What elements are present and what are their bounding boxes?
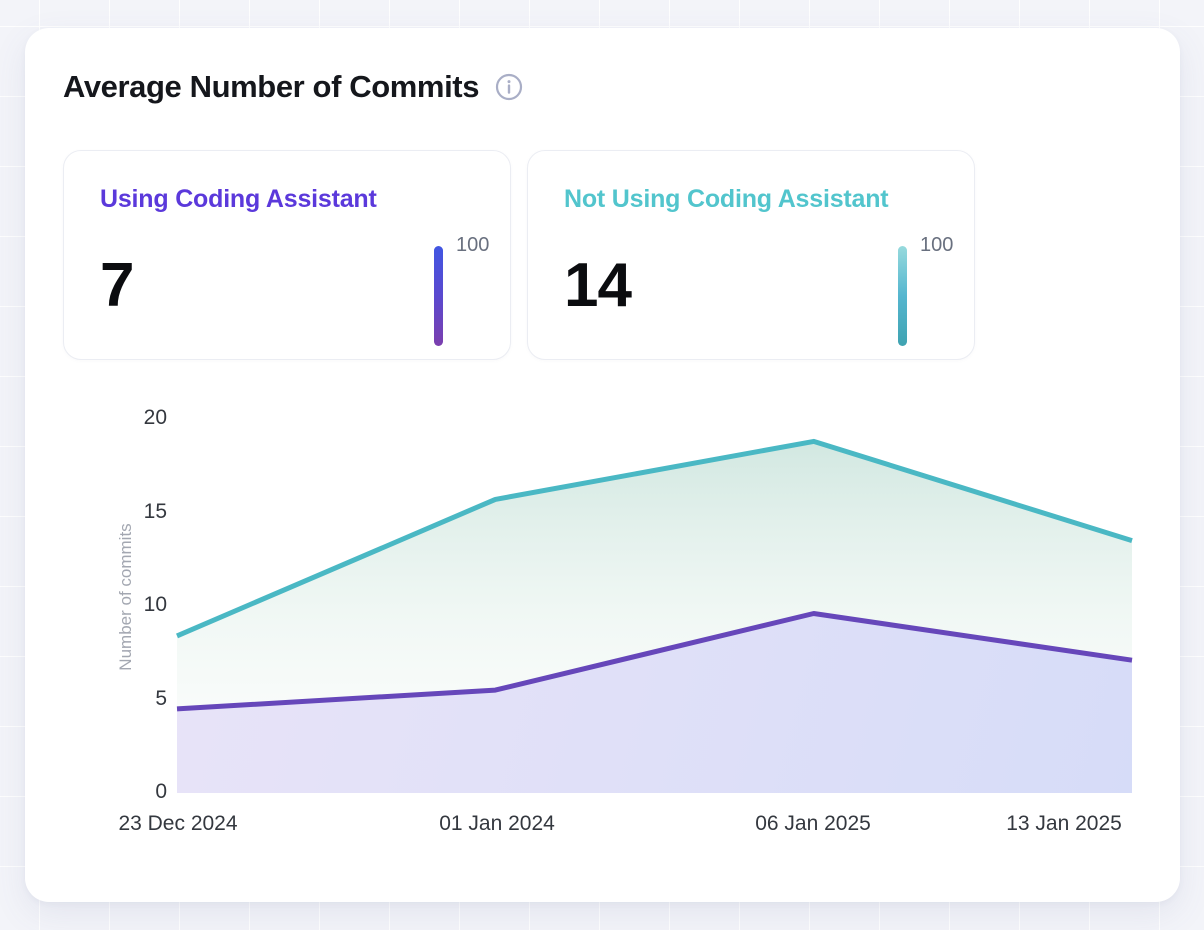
info-icon[interactable] bbox=[495, 73, 523, 101]
stat-card-not-using-scale-bar bbox=[898, 246, 907, 346]
stat-card-using-scale-bar bbox=[434, 246, 443, 346]
area-fill-not-using bbox=[177, 441, 1132, 709]
stat-card-using-title: Using Coding Assistant bbox=[100, 185, 377, 213]
commits-panel: Average Number of Commits Using Coding A… bbox=[25, 28, 1180, 902]
x-tick-label: 13 Jan 2025 bbox=[1006, 812, 1122, 835]
stat-card-using-scale-label: 100 bbox=[456, 234, 490, 256]
page-title: Average Number of Commits bbox=[63, 69, 480, 104]
stat-card-not-using-scale-label: 100 bbox=[920, 234, 954, 256]
stat-card-using-value: 7 bbox=[100, 251, 134, 320]
line-using bbox=[176, 611, 1133, 712]
x-tick-label: 23 Dec 2024 bbox=[118, 812, 238, 835]
y-tick-label: 5 bbox=[155, 686, 167, 710]
y-tick-label: 20 bbox=[143, 406, 167, 429]
line-not-using bbox=[176, 438, 1133, 639]
stat-card-not-using-title: Not Using Coding Assistant bbox=[564, 185, 889, 213]
x-tick-label: 01 Jan 2024 bbox=[439, 812, 555, 835]
panel-header: Average Number of Commits bbox=[63, 68, 523, 105]
y-tick-label: 10 bbox=[143, 593, 167, 616]
y-tick-label: 0 bbox=[155, 780, 167, 803]
y-tick-label: 15 bbox=[143, 499, 167, 523]
stat-card-not-using: Not Using Coding Assistant 14 100 bbox=[527, 150, 975, 360]
x-tick-label: 06 Jan 2025 bbox=[755, 812, 871, 835]
area-fill-using bbox=[177, 613, 1132, 793]
commits-area-chart bbox=[176, 438, 1133, 793]
stat-card-not-using-value: 14 bbox=[564, 251, 632, 320]
stat-card-using: Using Coding Assistant 7 100 bbox=[63, 150, 511, 360]
